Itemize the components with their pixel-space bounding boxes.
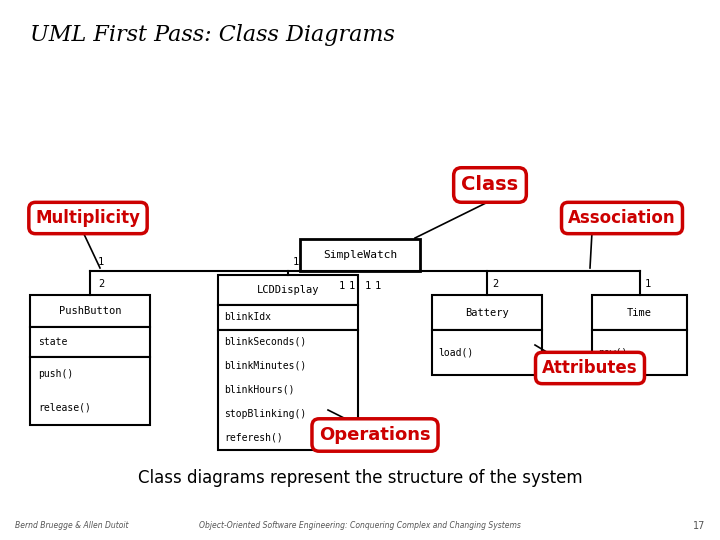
Text: Class diagrams represent the structure of the system: Class diagrams represent the structure o…: [138, 469, 582, 487]
Text: Association: Association: [568, 209, 676, 227]
Text: now(): now(): [598, 348, 627, 357]
FancyBboxPatch shape: [218, 330, 358, 450]
FancyBboxPatch shape: [30, 357, 150, 425]
Text: 1: 1: [98, 257, 104, 267]
Text: Attributes: Attributes: [542, 359, 638, 377]
Text: 1: 1: [365, 281, 371, 291]
FancyBboxPatch shape: [592, 330, 687, 375]
Text: blinkSeconds(): blinkSeconds(): [224, 337, 306, 347]
Text: stopBlinking(): stopBlinking(): [224, 409, 306, 419]
Text: push(): push(): [38, 369, 73, 379]
FancyBboxPatch shape: [218, 305, 358, 330]
Text: 1: 1: [349, 281, 355, 291]
Text: load(): load(): [438, 348, 473, 357]
FancyBboxPatch shape: [592, 295, 687, 330]
FancyBboxPatch shape: [30, 327, 150, 357]
Text: 2: 2: [98, 279, 104, 289]
Text: blinkHours(): blinkHours(): [224, 385, 294, 395]
Text: UML First Pass: Class Diagrams: UML First Pass: Class Diagrams: [30, 24, 395, 46]
Text: 1: 1: [644, 279, 651, 289]
Text: 1: 1: [375, 281, 381, 291]
Text: 1: 1: [339, 281, 345, 291]
FancyBboxPatch shape: [218, 275, 358, 305]
Text: blinkMinutes(): blinkMinutes(): [224, 361, 306, 371]
Text: Multiplicity: Multiplicity: [35, 209, 140, 227]
FancyBboxPatch shape: [30, 295, 150, 327]
Text: blinkIdx: blinkIdx: [224, 313, 271, 322]
Text: SimpleWatch: SimpleWatch: [323, 250, 397, 260]
Text: LCDDisplay: LCDDisplay: [257, 285, 319, 295]
Text: Operations: Operations: [319, 426, 431, 444]
Text: release(): release(): [38, 403, 91, 413]
Text: 1: 1: [293, 257, 300, 267]
Text: Bernd Bruegge & Allen Dutoit: Bernd Bruegge & Allen Dutoit: [15, 522, 128, 530]
Text: Time: Time: [627, 307, 652, 318]
FancyBboxPatch shape: [432, 330, 542, 375]
Text: referesh(): referesh(): [224, 433, 283, 443]
Text: PushButton: PushButton: [59, 306, 121, 316]
Text: Battery: Battery: [465, 307, 509, 318]
Text: Object-Oriented Software Engineering: Conquering Complex and Changing Systems: Object-Oriented Software Engineering: Co…: [199, 522, 521, 530]
FancyBboxPatch shape: [432, 295, 542, 330]
Text: Class: Class: [462, 176, 518, 194]
Text: 17: 17: [693, 521, 705, 531]
FancyBboxPatch shape: [300, 239, 420, 271]
Text: 2: 2: [492, 279, 498, 289]
Text: state: state: [38, 337, 68, 347]
